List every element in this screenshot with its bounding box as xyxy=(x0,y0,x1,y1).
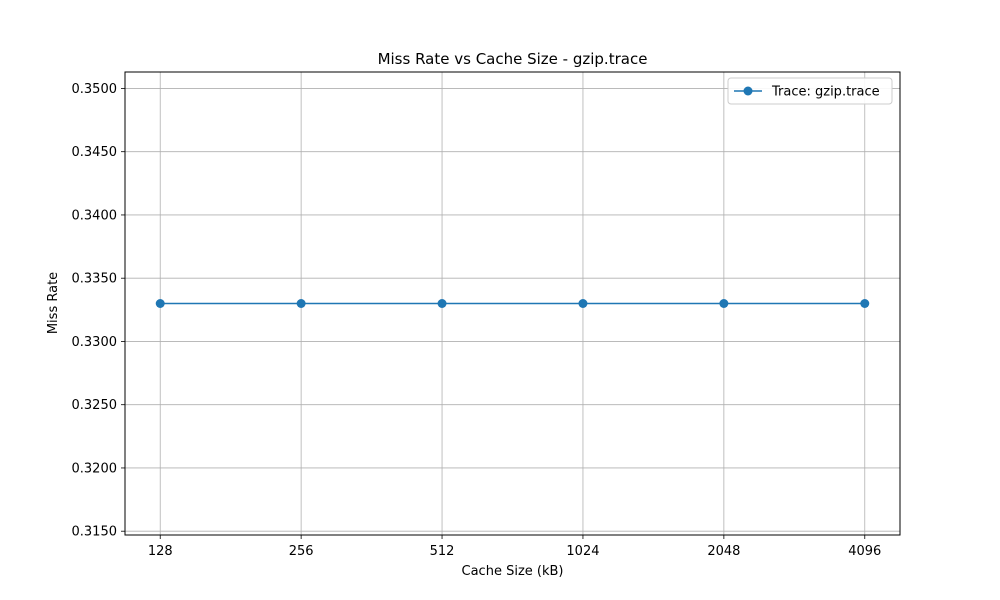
data-point xyxy=(578,299,588,308)
y-tick-label: 0.3200 xyxy=(72,461,118,476)
x-axis: 128 256 512 1024 2048 4096 xyxy=(148,535,881,559)
y-axis: 0.3150 0.3200 0.3250 0.3300 0.3350 0.3400 0.34… xyxy=(72,82,125,540)
data-point xyxy=(296,299,306,308)
y-tick-label: 0.3400 xyxy=(72,208,118,223)
y-tick-label: 0.3350 xyxy=(72,272,118,287)
x-tick-label: 4096 xyxy=(848,544,881,559)
x-tick-label: 2048 xyxy=(707,544,740,559)
y-tick-label: 0.3250 xyxy=(72,398,118,413)
x-tick-label: 1024 xyxy=(566,544,599,559)
series-layer xyxy=(155,299,870,308)
x-tick-label: 256 xyxy=(289,544,314,559)
y-tick-label: 0.3500 xyxy=(72,82,118,97)
legend-label: Trace: gzip.trace xyxy=(771,85,880,100)
y-axis-label: Miss Rate xyxy=(46,272,61,334)
legend-marker-swatch xyxy=(743,86,753,96)
y-tick-label: 0.3300 xyxy=(72,335,118,350)
x-tick-label: 128 xyxy=(148,544,173,559)
data-point xyxy=(155,299,165,308)
chart-title: Miss Rate vs Cache Size - gzip.trace xyxy=(378,50,648,68)
x-tick-label: 512 xyxy=(430,544,455,559)
data-point xyxy=(437,299,447,308)
legend: Trace: gzip.trace xyxy=(727,77,893,105)
data-point xyxy=(719,299,729,308)
x-axis-label: Cache Size (kB) xyxy=(462,564,564,579)
y-tick-label: 0.3450 xyxy=(72,145,118,160)
legend-box xyxy=(727,77,893,105)
data-point xyxy=(860,299,870,308)
y-tick-label: 0.3150 xyxy=(72,525,118,540)
plot-frame xyxy=(124,71,901,536)
